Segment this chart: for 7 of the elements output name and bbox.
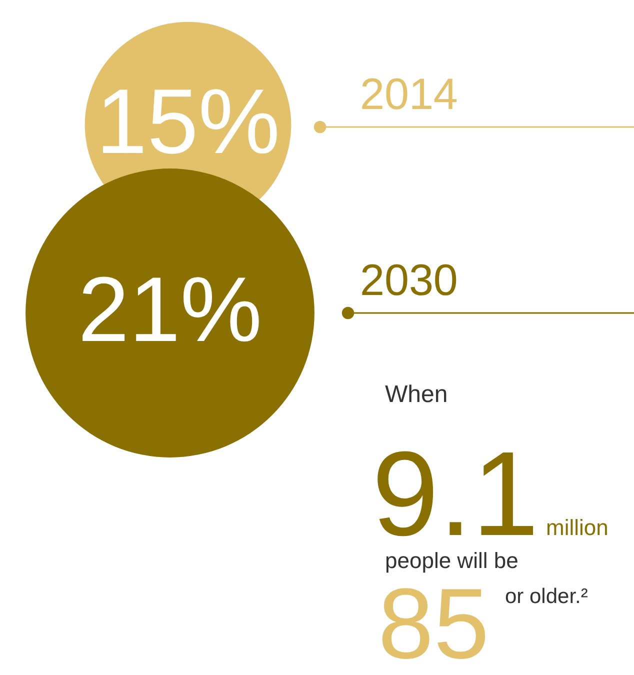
text: million — [546, 515, 608, 540]
category-label: 2014 — [360, 70, 458, 119]
text: When — [385, 381, 448, 408]
data-label: 21% — [78, 259, 262, 361]
text: or older.² — [505, 585, 588, 608]
data-label: 15% — [96, 71, 280, 173]
category-label: 2030 — [360, 256, 458, 305]
